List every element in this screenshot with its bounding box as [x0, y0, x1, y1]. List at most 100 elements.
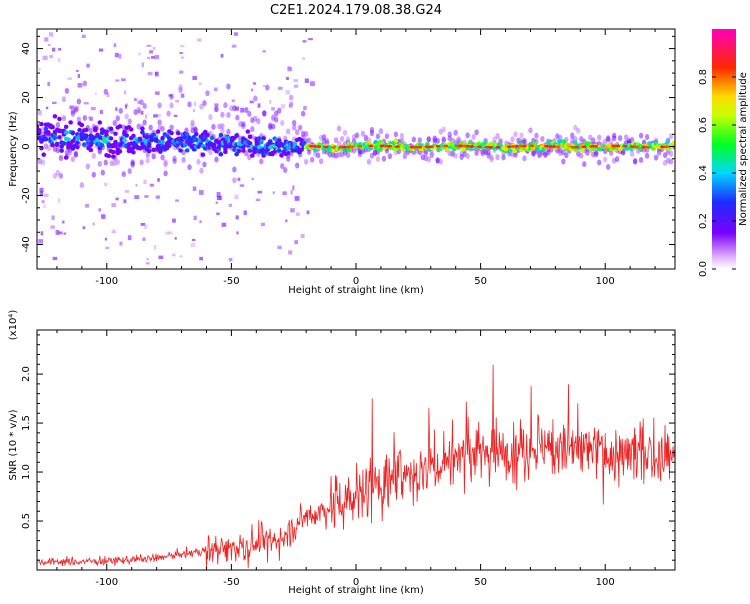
heatmap-cell	[63, 124, 69, 130]
heatmap-core	[615, 144, 621, 148]
heatmap-speckle	[251, 177, 254, 181]
heatmap-haze	[262, 110, 267, 117]
heatmap-haze	[333, 137, 339, 144]
heatmap-haze	[61, 96, 67, 103]
heatmap-speckle	[114, 52, 119, 58]
heatmap-haze	[169, 93, 174, 100]
heatmap-speckle	[199, 220, 202, 224]
heatmap-core	[573, 145, 580, 149]
heatmap-haze	[579, 152, 584, 159]
heatmap-haze	[91, 171, 97, 178]
heatmap-core	[581, 145, 587, 149]
heatmap-speckle	[199, 256, 203, 261]
x-tick-label: 0	[353, 577, 359, 588]
heatmap-haze	[220, 127, 225, 134]
heatmap-cell	[436, 147, 441, 153]
heatmap-speckle	[43, 193, 49, 198]
heatmap-speckle	[141, 62, 144, 68]
y-tick-label: 0	[21, 143, 32, 149]
heatmap-cell	[63, 155, 69, 160]
heatmap-haze	[163, 161, 168, 168]
heatmap-cell	[131, 150, 136, 155]
heatmap-speckle	[147, 71, 153, 76]
heatmap-haze	[303, 130, 309, 137]
spectrogram-ticks: -100 -50 0 50 100 -40 -20 0 20 40	[21, 29, 675, 287]
heatmap-haze	[202, 100, 207, 107]
heatmap-core	[517, 144, 524, 148]
heatmap-speckle	[215, 201, 219, 204]
heatmap-cell	[45, 131, 51, 136]
heatmap-haze	[70, 156, 76, 163]
colorbar-tick-label: 0.4	[698, 165, 709, 181]
heatmap-speckle	[149, 183, 155, 187]
heatmap-haze	[226, 83, 231, 90]
heatmap-speckle	[252, 82, 257, 85]
heatmap-haze	[453, 129, 458, 136]
heatmap-haze	[644, 133, 650, 140]
heatmap-speckle	[155, 91, 160, 95]
heatmap-haze	[366, 158, 372, 165]
heatmap-haze	[614, 156, 620, 163]
x-tick-label: -50	[223, 276, 239, 287]
heatmap-speckle	[243, 210, 247, 216]
heatmap-cell	[110, 149, 116, 155]
heatmap-cell	[52, 135, 58, 141]
heatmap-speckle	[62, 220, 65, 224]
heatmap-core	[323, 145, 329, 149]
heatmap-haze	[100, 169, 105, 176]
heatmap-haze	[58, 155, 64, 162]
heatmap-cell	[50, 142, 56, 148]
heatmap-haze	[423, 150, 428, 157]
spectrogram-panel: -100 -50 0 50 100 -40 -20 0 20 40 Height of strai…	[8, 28, 676, 296]
heatmap-haze	[115, 159, 120, 166]
heatmap-speckle	[123, 199, 127, 204]
heatmap-haze	[196, 158, 201, 165]
heatmap-haze	[208, 149, 213, 156]
heatmap-speckle	[69, 105, 74, 109]
y-tick-label: 1.0	[21, 464, 32, 480]
heatmap-haze	[381, 155, 387, 162]
heatmap-speckle	[134, 98, 137, 101]
heatmap-cell	[146, 148, 152, 154]
heatmap-speckle	[190, 242, 196, 248]
heatmap-haze	[88, 128, 94, 135]
heatmap-cell	[247, 141, 253, 146]
heatmap-speckle	[191, 238, 196, 241]
heatmap-cell	[61, 141, 67, 146]
heatmap-speckle	[234, 194, 239, 200]
heatmap-cell	[140, 130, 145, 135]
heatmap-haze	[393, 131, 399, 138]
heatmap-haze	[617, 135, 623, 142]
heatmap-core	[521, 144, 527, 148]
heatmap-haze	[280, 163, 285, 170]
heatmap-haze	[591, 137, 596, 144]
heatmap-cell	[54, 142, 60, 147]
heatmap-haze	[438, 158, 443, 165]
heatmap-haze	[297, 124, 303, 131]
heatmap-core	[435, 144, 441, 148]
heatmap-haze	[241, 121, 246, 128]
y-tick-label: -20	[21, 187, 32, 203]
colorbar-tick-label: 0.8	[698, 69, 709, 85]
heatmap-haze	[139, 99, 144, 106]
heatmap-speckle	[233, 32, 239, 36]
heatmap-speckle	[145, 114, 148, 119]
heatmap-haze	[435, 137, 440, 144]
heatmap-speckle	[43, 204, 46, 209]
heatmap-speckle	[303, 105, 307, 111]
heatmap-haze	[190, 119, 195, 126]
heatmap-speckle	[149, 50, 154, 54]
heatmap-core	[633, 145, 639, 149]
spectrogram-heatmap	[37, 32, 675, 265]
heatmap-haze	[447, 131, 452, 138]
heatmap-haze	[232, 166, 237, 173]
heatmap-core	[644, 145, 651, 149]
heatmap-haze	[345, 152, 351, 159]
heatmap-core	[342, 145, 348, 149]
heatmap-speckle	[277, 86, 283, 90]
heatmap-cell	[205, 132, 210, 138]
heatmap-speckle	[180, 44, 185, 48]
heatmap-speckle	[295, 212, 300, 216]
heatmap-haze	[375, 133, 381, 140]
heatmap-speckle	[140, 110, 144, 115]
